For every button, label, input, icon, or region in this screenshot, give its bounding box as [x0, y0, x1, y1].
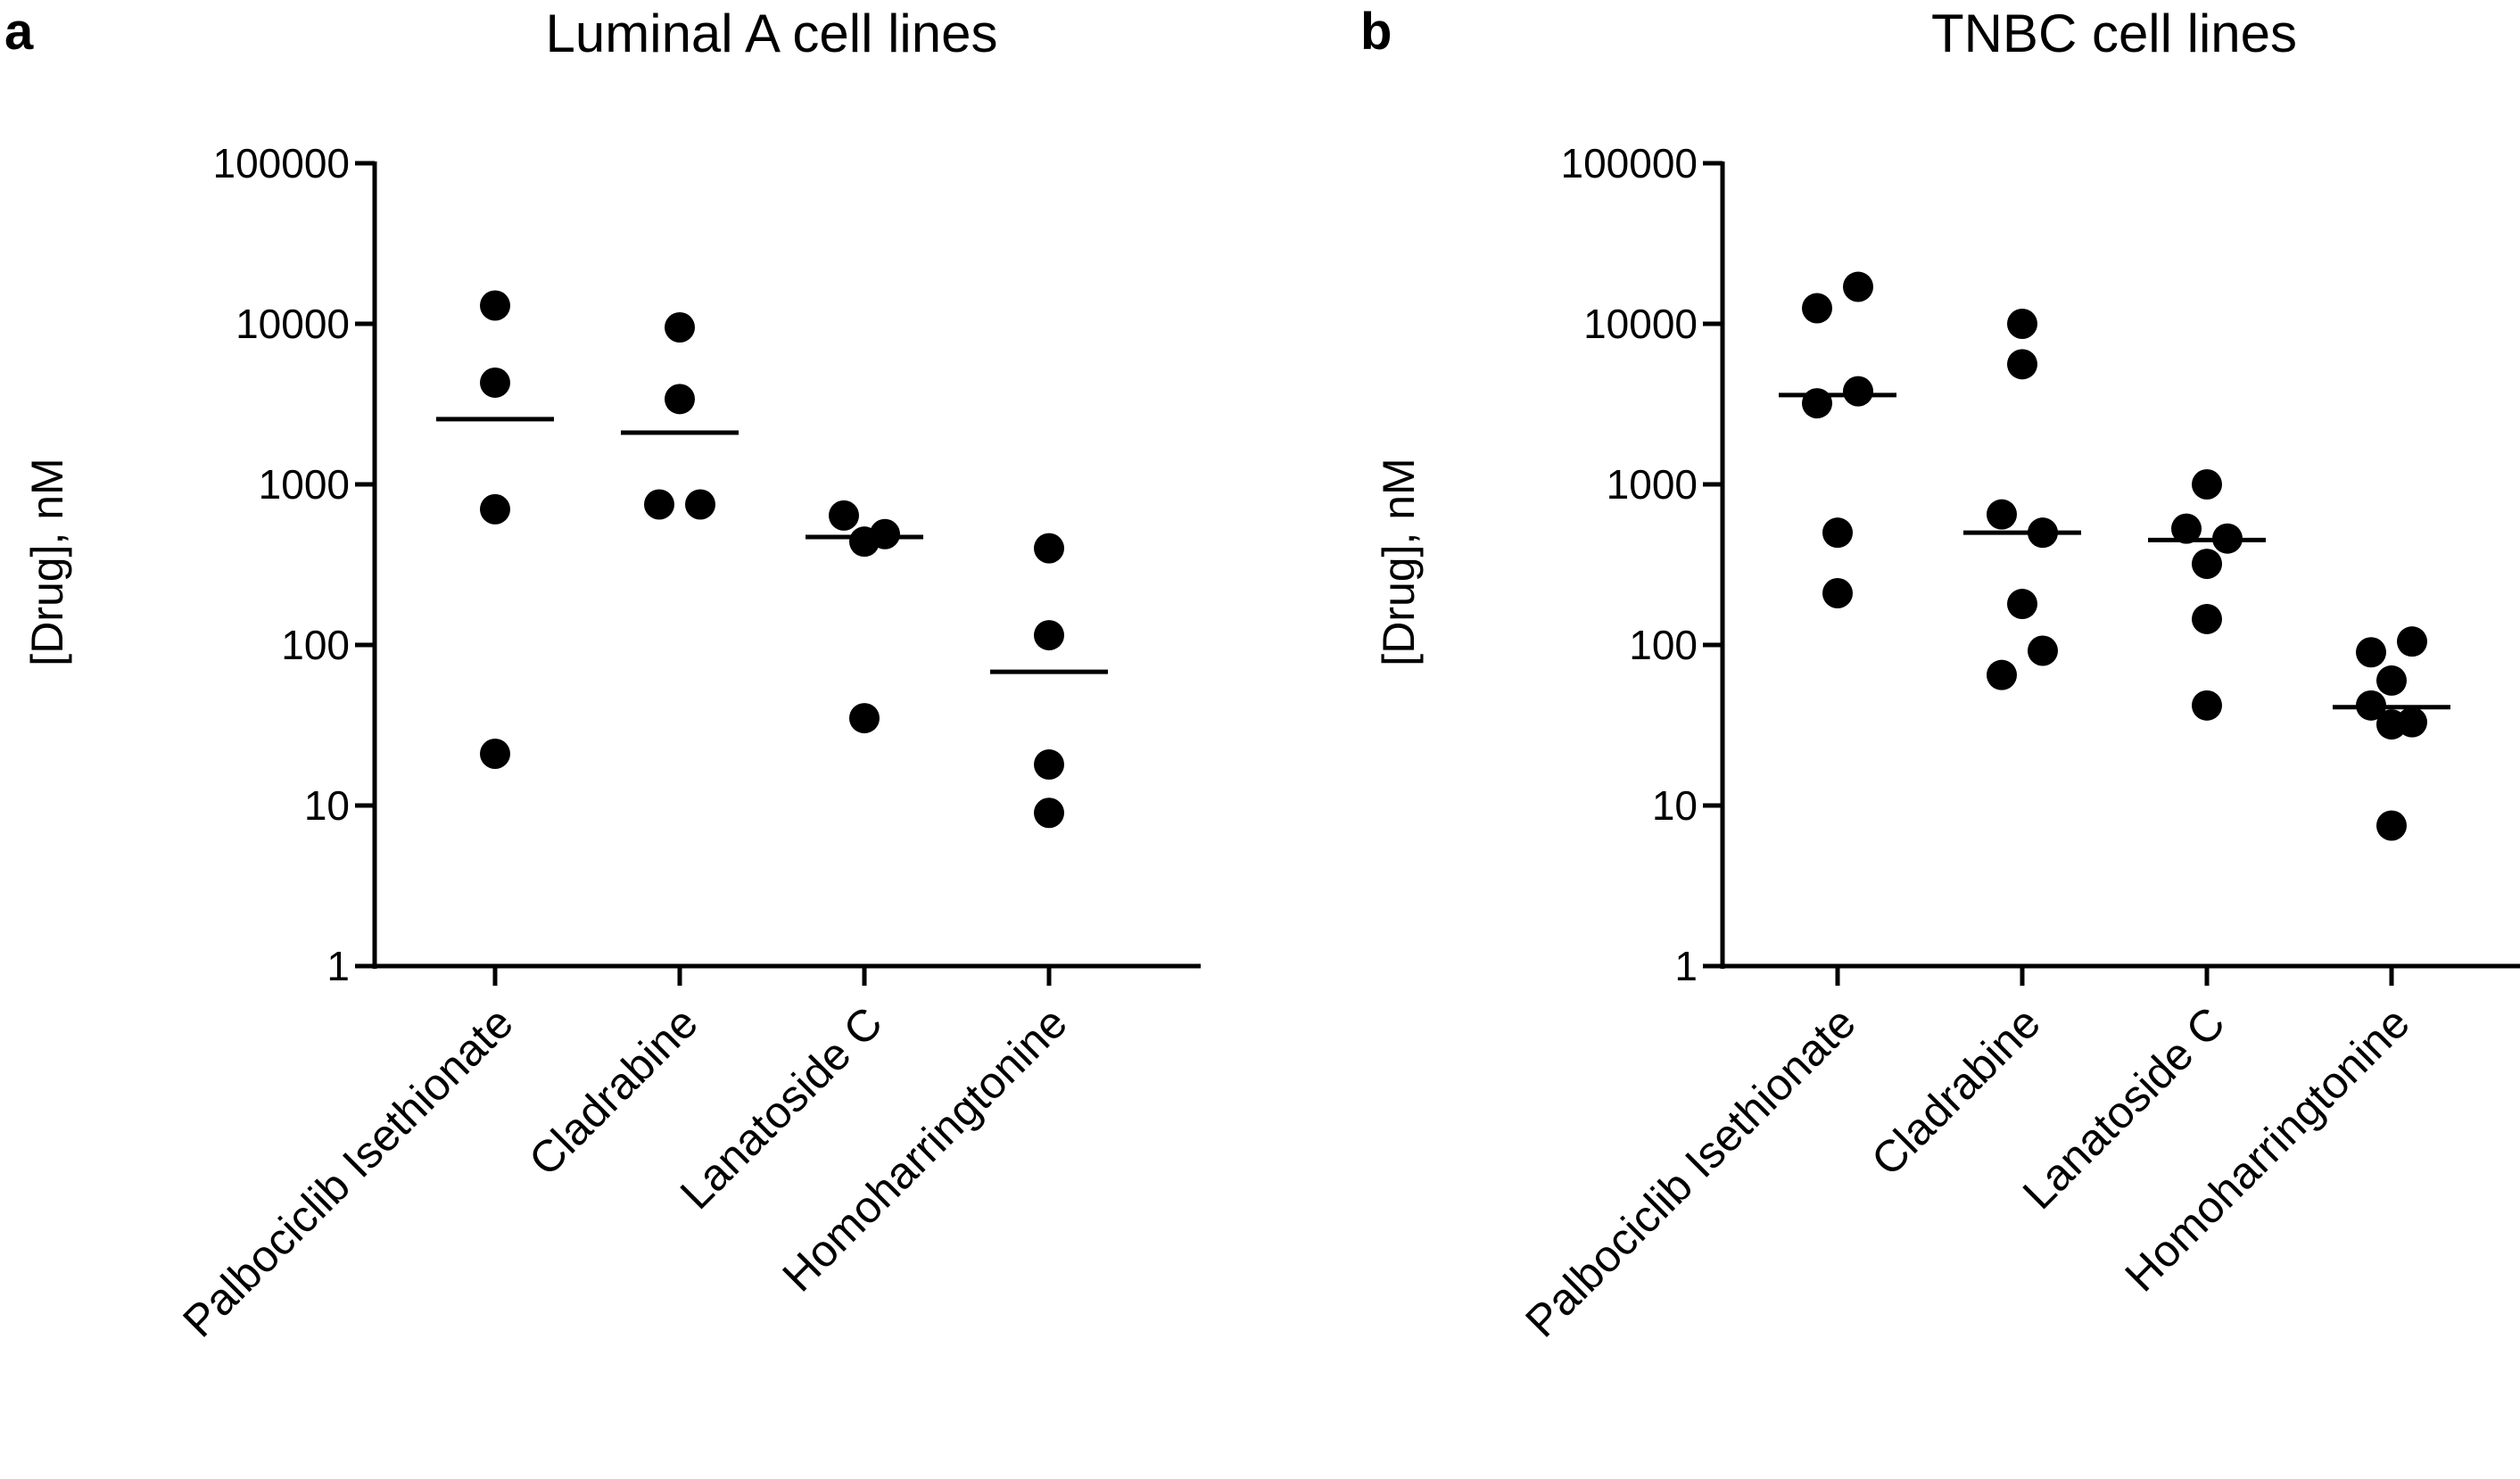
data-point [2376, 665, 2407, 696]
y-tick-label: 1 [326, 943, 350, 989]
y-tick-label: 100 [281, 622, 350, 668]
y-tick-label: 10000 [1583, 301, 1698, 347]
data-point [1034, 533, 1064, 564]
data-point [2192, 690, 2222, 721]
data-point [1802, 293, 1832, 324]
x-tick-label: Palbociclib Isethionate [173, 997, 522, 1346]
y-tick-label: 100000 [213, 140, 351, 186]
data-point [2376, 810, 2407, 841]
data-point [2028, 635, 2058, 666]
data-point [480, 290, 510, 321]
x-tick-label: Palbociclib Isethionate [1516, 997, 1864, 1346]
data-point [870, 518, 900, 549]
data-marks [1779, 271, 2450, 841]
data-point [1034, 620, 1064, 651]
panel-letter: b [1360, 3, 1392, 61]
data-point [1034, 797, 1064, 829]
chart-title: TNBC cell lines [1931, 4, 2297, 63]
data-point [2028, 517, 2058, 549]
data-point [2007, 349, 2037, 380]
y-tick-label: 10 [304, 782, 350, 829]
data-point [2171, 513, 2202, 544]
axes [355, 161, 1201, 986]
x-tick-labels: Palbociclib Isethionate Cladrabine Lanat… [1516, 997, 2418, 1346]
panel-a: a Luminal A cell lines [Drug], nM 1 10 1… [4, 3, 1201, 1347]
data-point [2007, 309, 2037, 339]
data-point [1843, 376, 1873, 407]
data-point [480, 367, 510, 398]
data-point [849, 703, 880, 734]
panel-b: b TNBC cell lines [Drug], nM 1 10 100 10… [1360, 3, 2520, 1347]
data-point [2192, 603, 2222, 634]
y-axis-label: [Drug], nM [1374, 458, 1424, 665]
y-tick-label: 1000 [1607, 461, 1698, 508]
data-point [480, 493, 510, 525]
y-tick-labels: 1 10 100 1000 10000 100000 [213, 140, 351, 989]
data-point [2356, 690, 2386, 721]
y-tick-labels: 1 10 100 1000 10000 100000 [1561, 140, 1698, 989]
data-point [1822, 578, 1853, 609]
data-point [2007, 589, 2037, 620]
x-tick-label: Cladrabine [1862, 997, 2050, 1186]
chart-title: Luminal A cell lines [546, 4, 998, 63]
y-tick-label: 1 [1674, 943, 1698, 989]
data-point [1843, 271, 1873, 302]
y-tick-label: 100 [1629, 622, 1698, 668]
data-point [644, 489, 674, 520]
panel-letter: a [4, 3, 34, 61]
data-point [2397, 626, 2427, 657]
data-point [2192, 549, 2222, 580]
data-point [2356, 637, 2386, 668]
y-tick-label: 10 [1652, 782, 1698, 829]
data-point [1987, 659, 2017, 690]
data-point [665, 384, 695, 415]
y-axis-label: [Drug], nM [22, 458, 72, 665]
data-point [480, 739, 510, 770]
data-point [1822, 517, 1853, 549]
y-tick-label: 10000 [235, 301, 350, 347]
data-point [1034, 749, 1064, 781]
x-tick-label: Cladrabine [519, 997, 707, 1186]
data-point [685, 489, 715, 520]
y-tick-label: 100000 [1561, 140, 1698, 186]
y-tick-label: 1000 [259, 461, 350, 508]
data-point [1987, 499, 2017, 530]
data-point [2376, 709, 2407, 740]
data-point [2212, 523, 2243, 554]
x-tick-labels: Palbociclib Isethionate Cladrabine Lanat… [173, 997, 1076, 1346]
data-point [2192, 469, 2222, 500]
data-point [829, 500, 859, 531]
axes [1703, 161, 2520, 986]
data-point [665, 312, 695, 343]
data-marks [436, 290, 1108, 829]
data-point [1802, 388, 1832, 419]
